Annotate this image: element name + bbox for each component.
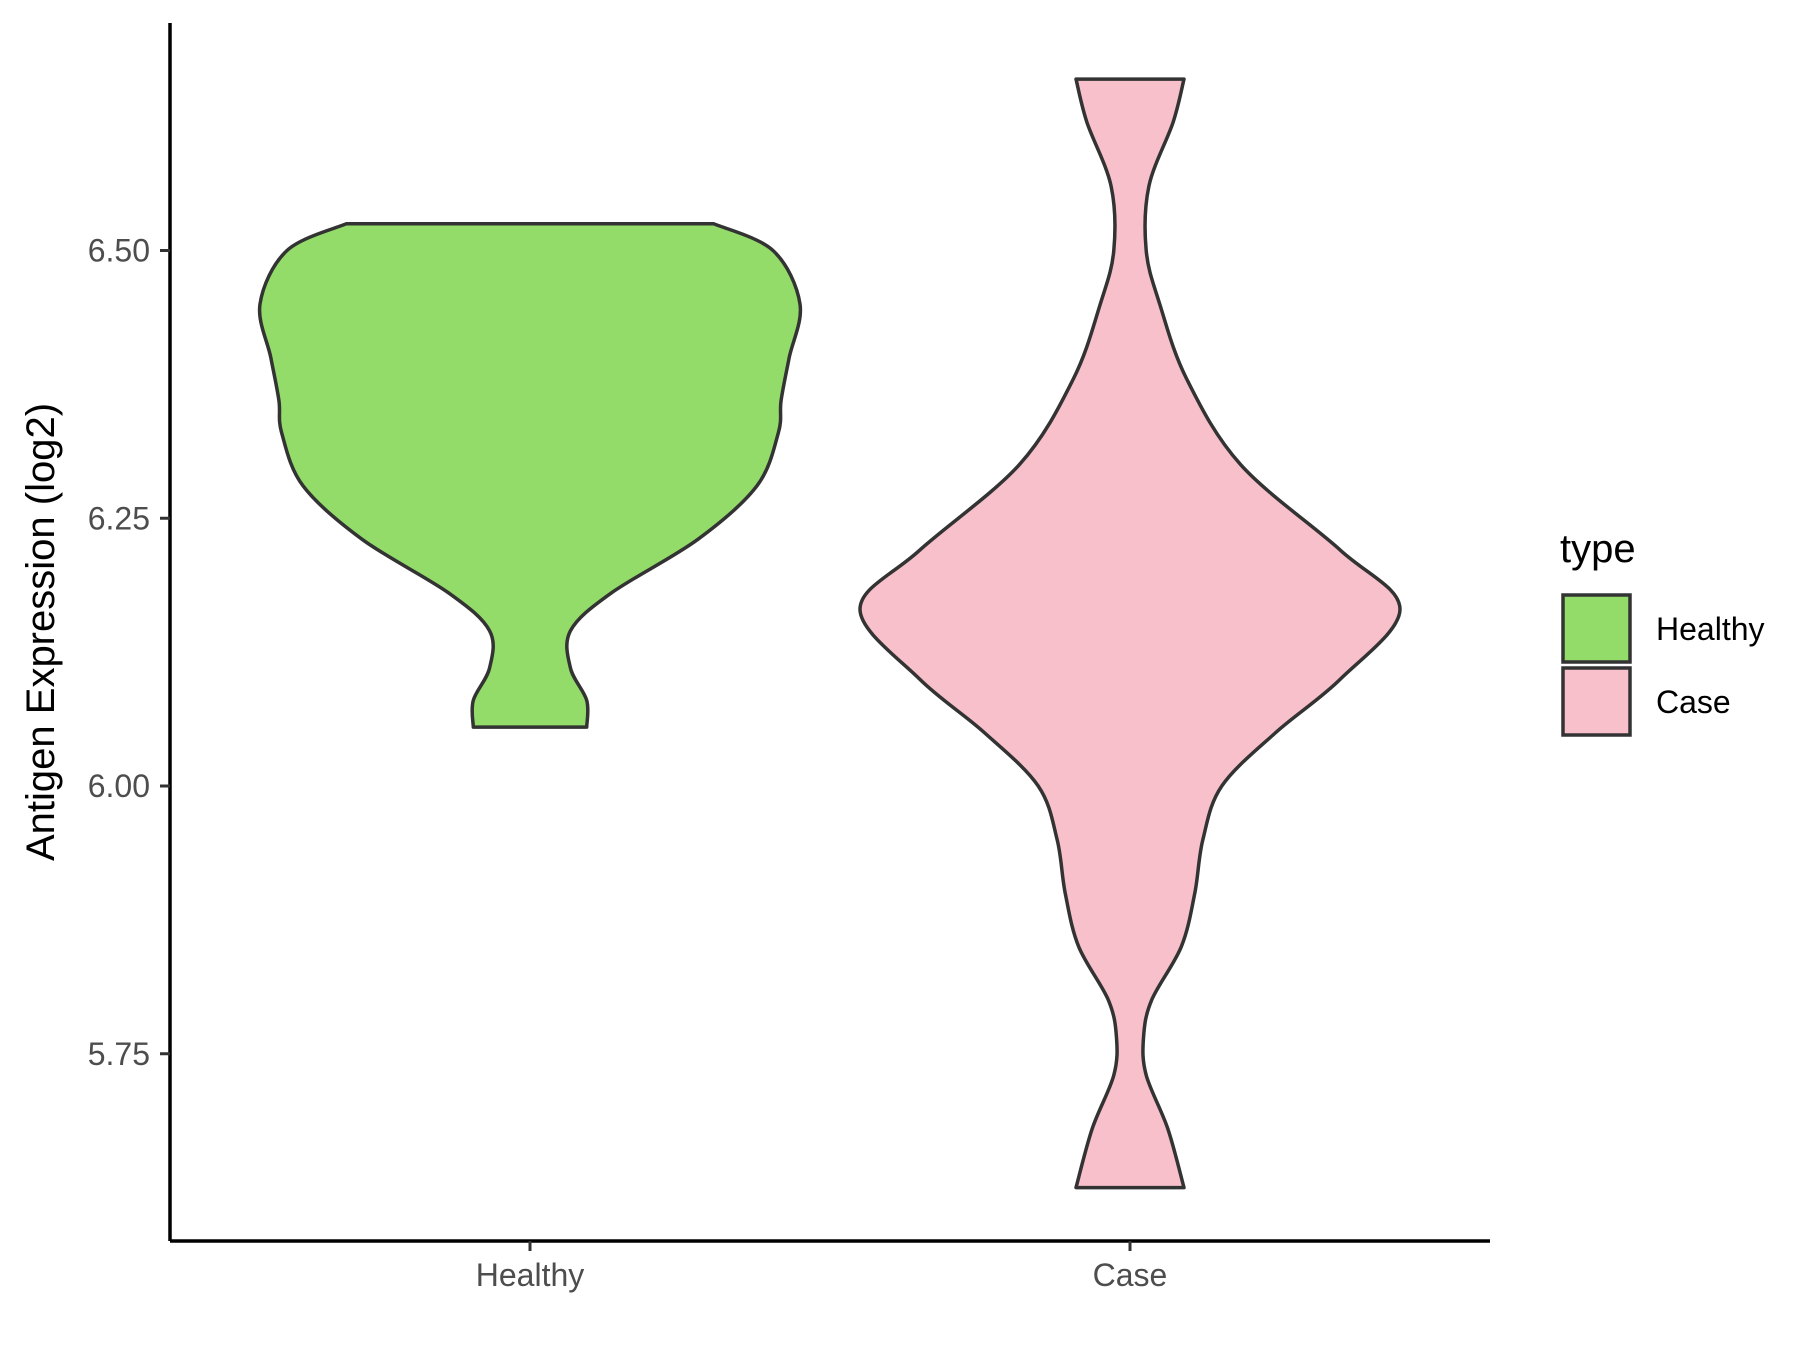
violin-group	[257, 77, 1402, 1190]
y-tick-label: 6.50	[88, 233, 150, 269]
legend-swatch	[1561, 666, 1632, 737]
legend-label: Healthy	[1656, 611, 1765, 647]
y-tick-label: 6.00	[88, 768, 150, 804]
y-axis-ticks: 5.75 6.00 6.25 6.50	[88, 233, 170, 1072]
x-axis-ticks: Healthy Case	[476, 1241, 1168, 1293]
legend-label: Case	[1656, 684, 1731, 720]
y-axis-title: Antigen Expression (log2)	[19, 403, 63, 861]
legend: type Healthy Case	[1560, 527, 1765, 737]
legend-title: type	[1560, 527, 1636, 571]
legend-swatch	[1561, 593, 1632, 664]
y-tick-label: 5.75	[88, 1036, 150, 1072]
x-tick-label: Healthy	[476, 1257, 585, 1293]
y-tick-label: 6.25	[88, 500, 150, 536]
violin-case	[858, 77, 1402, 1190]
violin-healthy	[257, 221, 803, 729]
x-tick-label: Case	[1093, 1257, 1168, 1293]
